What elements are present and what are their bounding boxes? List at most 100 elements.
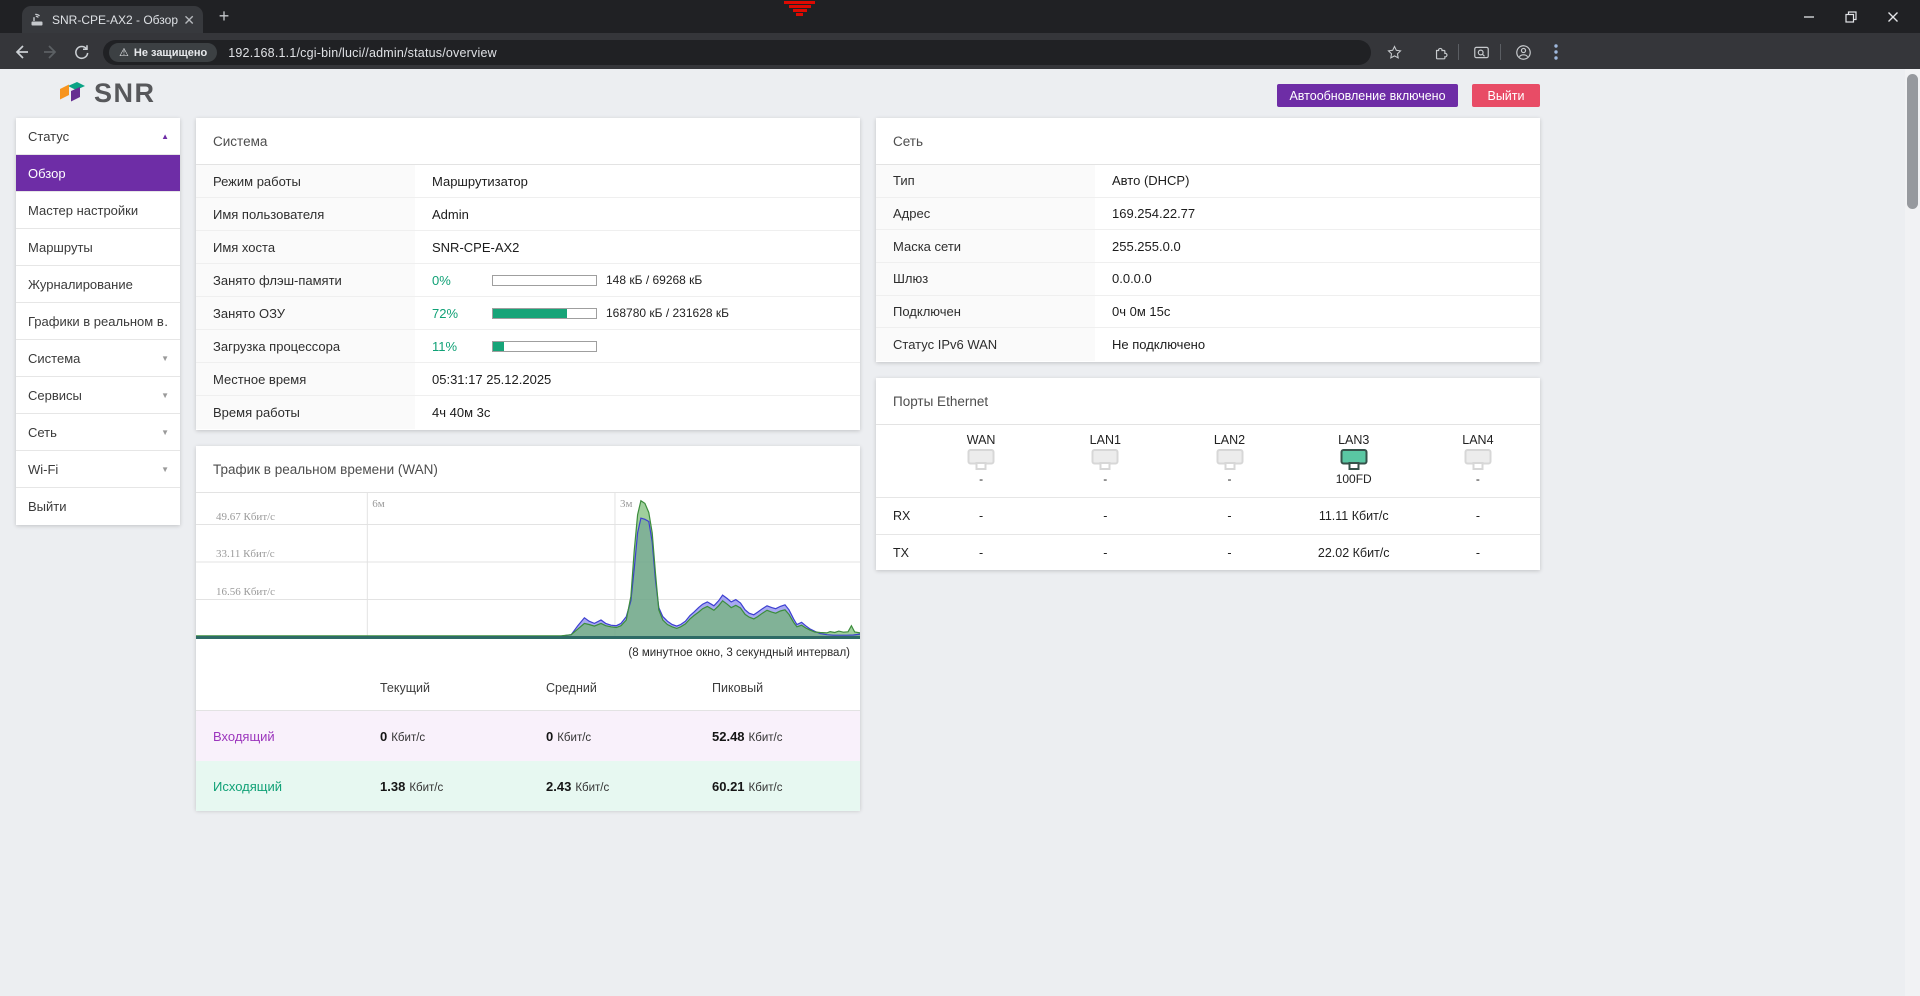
traffic-row-incoming: Входящий 0 Кбит/с 0 Кбит/с 52.48 Кбит/с <box>196 711 860 761</box>
red-pyramid-indicator <box>784 0 815 16</box>
ethernet-port-icon <box>1340 449 1368 470</box>
system-row-value: 05:31:17 25.12.2025 <box>432 371 552 387</box>
bookmark-button[interactable] <box>1381 39 1407 65</box>
logout-button[interactable]: Выйти <box>1472 84 1540 107</box>
system-row-value: Маршрутизатор <box>432 173 528 189</box>
network-row-value: 0.0.0.0 <box>1112 271 1152 287</box>
window-minimize-button[interactable] <box>1788 0 1830 33</box>
sidebar-item-overview[interactable]: Обзор <box>16 155 180 192</box>
port-tx-value: 22.02 Кбит/с <box>1317 545 1390 560</box>
sidebar-item-wifi[interactable]: Wi-Fi ▼ <box>16 451 180 488</box>
security-chip[interactable]: ⚠ Не защищено <box>109 43 218 62</box>
sidebar-item-label: Обзор <box>28 165 66 181</box>
ports-spacer <box>876 433 919 497</box>
scrollbar-thumb[interactable] <box>1907 74 1918 209</box>
sidebar-item-wizard[interactable]: Мастер настройки <box>16 192 180 229</box>
chevron-down-icon: ▼ <box>161 390 169 400</box>
traffic-value-number: 52.48 <box>712 728 745 744</box>
sidebar-item-logging[interactable]: Журналирование <box>16 266 180 303</box>
sidebar-item-realtime-graphs[interactable]: Графики в реальном в… <box>16 303 180 340</box>
ports-tx-row: TX - - - 22.02 Кбит/с - <box>876 535 1540 572</box>
new-tab-button[interactable]: + <box>218 6 230 26</box>
reload-button[interactable] <box>68 39 94 65</box>
chart-caption: (8 минутное окно, 3 секундный интервал) <box>628 647 850 659</box>
system-card: Система Режим работы Маршрутизатор Имя пол… <box>196 118 860 430</box>
system-row-value: 72% 168780 кБ / 231628 кБ <box>415 297 860 329</box>
traffic-value-number: 1.38 <box>380 778 406 794</box>
network-row-label: Подключен <box>876 295 1095 328</box>
close-icon <box>1888 11 1898 22</box>
window-restore-button[interactable] <box>1830 0 1872 33</box>
side-panel-search-button[interactable] <box>1468 39 1494 65</box>
sidebar-item-status[interactable]: Статус ▲ <box>16 118 180 155</box>
browser-menu-button[interactable] <box>1543 39 1569 65</box>
forward-button[interactable] <box>38 39 64 65</box>
port-rx-value: - <box>979 508 984 523</box>
sidebar-item-services[interactable]: Сервисы ▼ <box>16 377 180 414</box>
tab-close-icon[interactable]: ✕ <box>183 11 195 28</box>
port-link-status: - <box>1103 472 1108 486</box>
sidebar-item-label: Сервисы <box>28 387 82 403</box>
extensions-button[interactable] <box>1427 39 1453 65</box>
toolbar-divider <box>1500 44 1501 60</box>
browser-tab[interactable]: SNR-CPE-AX2 - Обзор ✕ <box>22 6 203 33</box>
system-row-label: Режим работы <box>196 165 415 197</box>
sidebar-item-label: Wi-Fi <box>28 461 59 477</box>
port-lan2: LAN2 - <box>1167 433 1291 497</box>
back-arrow-icon <box>15 45 28 59</box>
network-row-value: Не подключено <box>1112 337 1206 353</box>
snr-logo: SNR <box>58 78 156 109</box>
star-icon <box>1386 44 1402 59</box>
sidebar-item-system[interactable]: Система ▼ <box>16 340 180 377</box>
traffic-table: Текущий Средний Пиковый Входящий 0 Кбит/с 0 Кби… <box>196 666 860 811</box>
ports-status-row: WAN - LAN1 - LAN2 - LAN3 100FD LAN4 - <box>876 425 1540 498</box>
sidebar: Статус ▲ Обзор Мастер настройки Маршруты Журн… <box>16 118 180 525</box>
autorefresh-toggle-button[interactable]: Автообновление включено <box>1277 84 1458 107</box>
chart-area-outgoing <box>196 500 860 637</box>
traffic-table-header: Текущий Средний Пиковый <box>196 666 860 711</box>
system-row: Время работы 4ч 40м 3с <box>196 396 860 429</box>
traffic-value-unit: Кбит/с <box>557 731 592 744</box>
system-row: Занято ОЗУ 72% 168780 кБ / 231628 кБ <box>196 297 860 330</box>
ethernet-port-icon <box>1464 449 1492 470</box>
traffic-value: 1.38 Кбит/с <box>380 779 546 794</box>
progress-bar <box>492 274 597 286</box>
port-wan: WAN - <box>919 433 1043 497</box>
system-row: Имя хоста SNR-CPE-AX2 <box>196 231 860 264</box>
profile-avatar-icon <box>1515 44 1531 60</box>
usage-percent: 11% <box>432 338 458 354</box>
usage-detail: 148 кБ / 69268 кБ <box>606 273 703 287</box>
port-link-status: - <box>1475 472 1480 486</box>
traffic-value-number: 0 <box>546 728 554 744</box>
window-close-button[interactable] <box>1872 0 1914 33</box>
chevron-down-icon: ▼ <box>161 464 169 474</box>
sidebar-item-network[interactable]: Сеть ▼ <box>16 414 180 451</box>
sidebar-item-routes[interactable]: Маршруты <box>16 229 180 266</box>
system-row: Загрузка процессора 11% <box>196 330 860 363</box>
address-bar[interactable]: ⚠ Не защищено 192.168.1.1/cgi-bin/luci//… <box>103 40 1371 65</box>
traffic-column-header: Пиковый <box>712 681 764 695</box>
port-link-status: - <box>1227 472 1232 486</box>
window-controls <box>1788 0 1914 33</box>
traffic-value-unit: Кбит/с <box>391 731 426 744</box>
traffic-value: 2.43 Кбит/с <box>546 779 712 794</box>
traffic-value-number: 0 <box>380 728 388 744</box>
system-row: Имя пользователя Admin <box>196 198 860 231</box>
progress-bar <box>492 340 597 352</box>
traffic-value: 0 Кбит/с <box>546 729 712 744</box>
system-row: Местное время 05:31:17 25.12.2025 <box>196 363 860 396</box>
port-tx-value: - <box>1103 545 1108 560</box>
url-text[interactable]: 192.168.1.1/cgi-bin/luci//admin/status/o… <box>228 45 497 60</box>
system-row-label: Имя хоста <box>196 231 415 263</box>
port-name: LAN3 <box>1338 433 1370 447</box>
sidebar-item-logout[interactable]: Выйти <box>16 488 180 525</box>
tab-title: SNR-CPE-AX2 - Обзор <box>52 12 179 27</box>
system-row-value: SNR-CPE-AX2 <box>432 239 520 255</box>
system-row-label: Загрузка процессора <box>196 330 415 362</box>
page-scrollbar[interactable] <box>1905 69 1920 996</box>
network-row: Адрес 169.254.22.77 <box>876 197 1540 231</box>
usage-detail: 168780 кБ / 231628 кБ <box>606 306 730 320</box>
sidebar-item-label: Сеть <box>28 424 57 440</box>
profile-button[interactable] <box>1510 39 1536 65</box>
back-button[interactable] <box>8 39 34 65</box>
